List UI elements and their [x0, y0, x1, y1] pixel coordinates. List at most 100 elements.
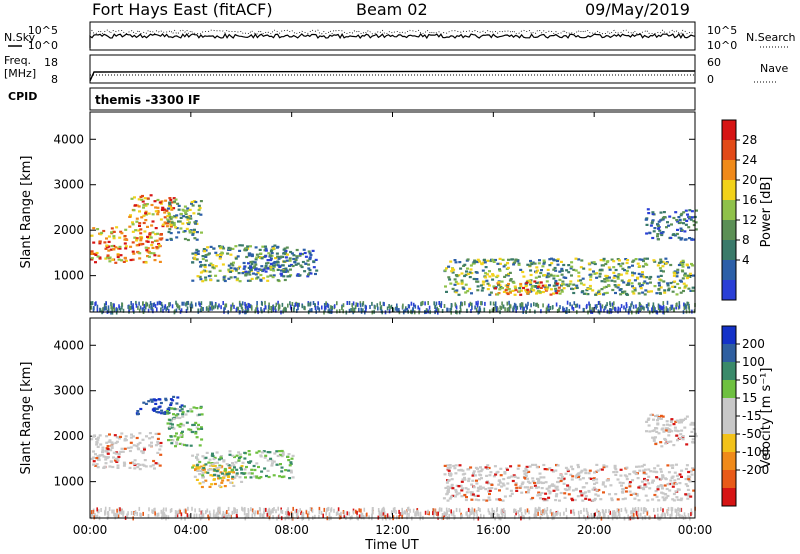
data-cell [472, 470, 476, 473]
data-cell [298, 274, 302, 277]
data-cell [644, 289, 648, 292]
data-cell [249, 265, 252, 268]
data-cell [659, 414, 663, 417]
data-cell [248, 252, 252, 255]
data-cell [617, 508, 620, 513]
data-cell [111, 442, 115, 445]
data-cell [600, 269, 604, 272]
data-cell [640, 284, 644, 287]
data-cell [545, 274, 549, 277]
data-cell [190, 410, 194, 413]
data-cell [195, 258, 199, 261]
data-cell [602, 293, 605, 296]
data-cell [630, 303, 632, 308]
data-cell [278, 513, 281, 518]
data-cell [451, 271, 455, 274]
data-cell [470, 272, 474, 275]
data-cell [227, 264, 231, 267]
data-cell [278, 303, 280, 308]
data-cell [537, 506, 540, 511]
data-cell [222, 247, 226, 250]
data-cell [259, 512, 262, 517]
data-cell [583, 468, 587, 471]
data-cell [463, 478, 467, 481]
data-cell [476, 258, 480, 261]
data-cell [178, 409, 182, 412]
data-cell [104, 506, 107, 511]
data-cell [491, 278, 495, 281]
data-cell [170, 208, 174, 211]
data-cell [659, 269, 663, 272]
data-cell [605, 277, 609, 280]
data-cell [118, 247, 122, 250]
data-cell [147, 514, 150, 518]
data-cell [671, 512, 673, 517]
data-cell [504, 514, 506, 519]
data-cell [254, 263, 258, 266]
data-cell [227, 506, 230, 511]
data-cell [498, 262, 502, 265]
data-cell [476, 280, 480, 283]
data-cell [301, 260, 305, 264]
data-cell [339, 514, 342, 519]
data-cell [475, 509, 478, 514]
data-cell [181, 413, 185, 416]
data-cell [637, 515, 639, 520]
data-cell [476, 489, 480, 492]
data-cell [401, 305, 404, 310]
data-cell [653, 305, 655, 310]
data-cell [219, 510, 221, 515]
data-cell [508, 271, 512, 274]
data-cell [601, 304, 604, 309]
data-cell [656, 235, 659, 238]
data-cell [202, 464, 206, 467]
data-cell [178, 425, 182, 428]
data-cell [564, 472, 568, 475]
data-cell [249, 460, 253, 463]
data-cell [552, 274, 556, 277]
data-cell [464, 301, 466, 306]
data-cell [675, 508, 677, 513]
data-cell [249, 260, 253, 264]
data-cell [587, 514, 589, 519]
data-cell [199, 426, 203, 429]
data-cell [131, 230, 135, 233]
beam-label: Beam 02 [356, 0, 428, 19]
data-cell [218, 303, 220, 308]
data-cell [156, 307, 158, 312]
data-cell [470, 483, 474, 486]
data-cell [638, 285, 642, 288]
data-cell [121, 510, 123, 514]
data-cell [242, 309, 244, 314]
data-cell [537, 481, 541, 484]
data-cell [284, 251, 287, 254]
data-cell [545, 499, 549, 502]
data-cell [685, 415, 689, 418]
data-cell [243, 457, 247, 460]
data-cell [625, 272, 629, 275]
data-cell [533, 280, 537, 283]
data-cell [264, 245, 267, 248]
data-cell [573, 301, 576, 306]
data-cell [248, 304, 251, 308]
data-cell [522, 470, 526, 473]
data-cell [455, 493, 459, 496]
data-cell [371, 507, 374, 512]
data-cell [148, 304, 151, 309]
data-cell [159, 218, 163, 221]
data-cell [252, 272, 255, 275]
data-cell [227, 512, 230, 517]
y-tick-label: 4000 [53, 132, 84, 146]
data-cell [450, 270, 454, 273]
data-cell [148, 235, 152, 238]
data-cell [159, 301, 162, 306]
data-cell [142, 464, 146, 467]
data-cell [229, 253, 233, 256]
data-cell [471, 474, 475, 477]
data-cell [293, 307, 295, 312]
data-cell [632, 492, 636, 495]
data-cell [628, 473, 632, 476]
data-cell [685, 464, 689, 467]
data-cell [460, 480, 464, 483]
data-cell [106, 445, 110, 448]
